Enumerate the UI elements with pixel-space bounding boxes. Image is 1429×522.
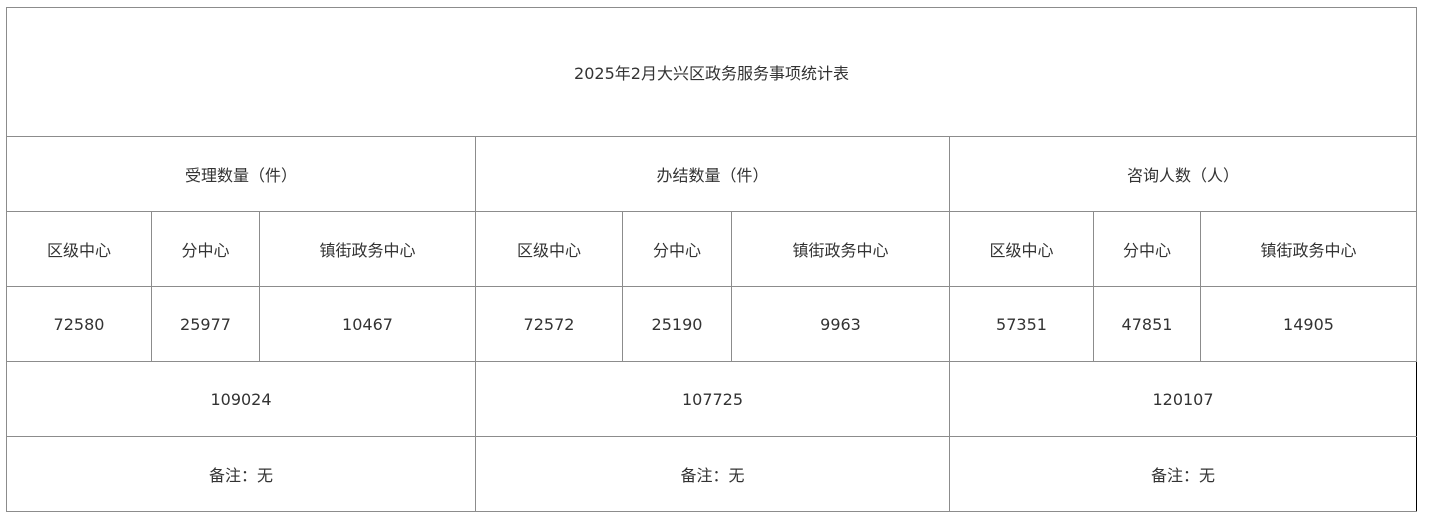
- value-cell: 47851: [1093, 286, 1201, 362]
- note-cell: 备注：无: [475, 436, 950, 512]
- value-cell: 9963: [731, 286, 950, 362]
- sub-header: 分中心: [151, 211, 260, 287]
- sub-header: 区级中心: [949, 211, 1094, 287]
- note-cell: 备注：无: [949, 436, 1417, 512]
- value-cell: 14905: [1200, 286, 1417, 362]
- group-header: 受理数量（件）: [6, 136, 476, 212]
- stats-table: 2025年2月大兴区政务服务事项统计表 受理数量（件） 办结数量（件） 咨询人数…: [6, 7, 1417, 512]
- total-cell: 109024: [6, 361, 476, 437]
- total-cell: 107725: [475, 361, 950, 437]
- sub-header: 镇街政务中心: [1200, 211, 1417, 287]
- value-cell: 25190: [622, 286, 732, 362]
- values-row: 72580 25977 10467 72572 25190 9963 57351…: [6, 286, 1417, 362]
- sub-header: 区级中心: [6, 211, 152, 287]
- sub-header: 镇街政务中心: [259, 211, 476, 287]
- value-cell: 57351: [949, 286, 1094, 362]
- sub-header: 镇街政务中心: [731, 211, 950, 287]
- group-header-row: 受理数量（件） 办结数量（件） 咨询人数（人）: [6, 136, 1417, 212]
- sub-header: 分中心: [1093, 211, 1201, 287]
- value-cell: 10467: [259, 286, 476, 362]
- notes-row: 备注：无 备注：无 备注：无: [6, 436, 1417, 512]
- group-header: 咨询人数（人）: [949, 136, 1417, 212]
- value-cell: 72572: [475, 286, 623, 362]
- note-cell: 备注：无: [6, 436, 476, 512]
- group-header: 办结数量（件）: [475, 136, 950, 212]
- table-title: 2025年2月大兴区政务服务事项统计表: [6, 7, 1417, 137]
- value-cell: 72580: [6, 286, 152, 362]
- sub-header: 区级中心: [475, 211, 623, 287]
- totals-row: 109024 107725 120107: [6, 361, 1417, 437]
- value-cell: 25977: [151, 286, 260, 362]
- total-cell: 120107: [949, 361, 1417, 437]
- sub-header: 分中心: [622, 211, 732, 287]
- sub-header-row: 区级中心 分中心 镇街政务中心 区级中心 分中心 镇街政务中心 区级中心 分中心…: [6, 211, 1417, 287]
